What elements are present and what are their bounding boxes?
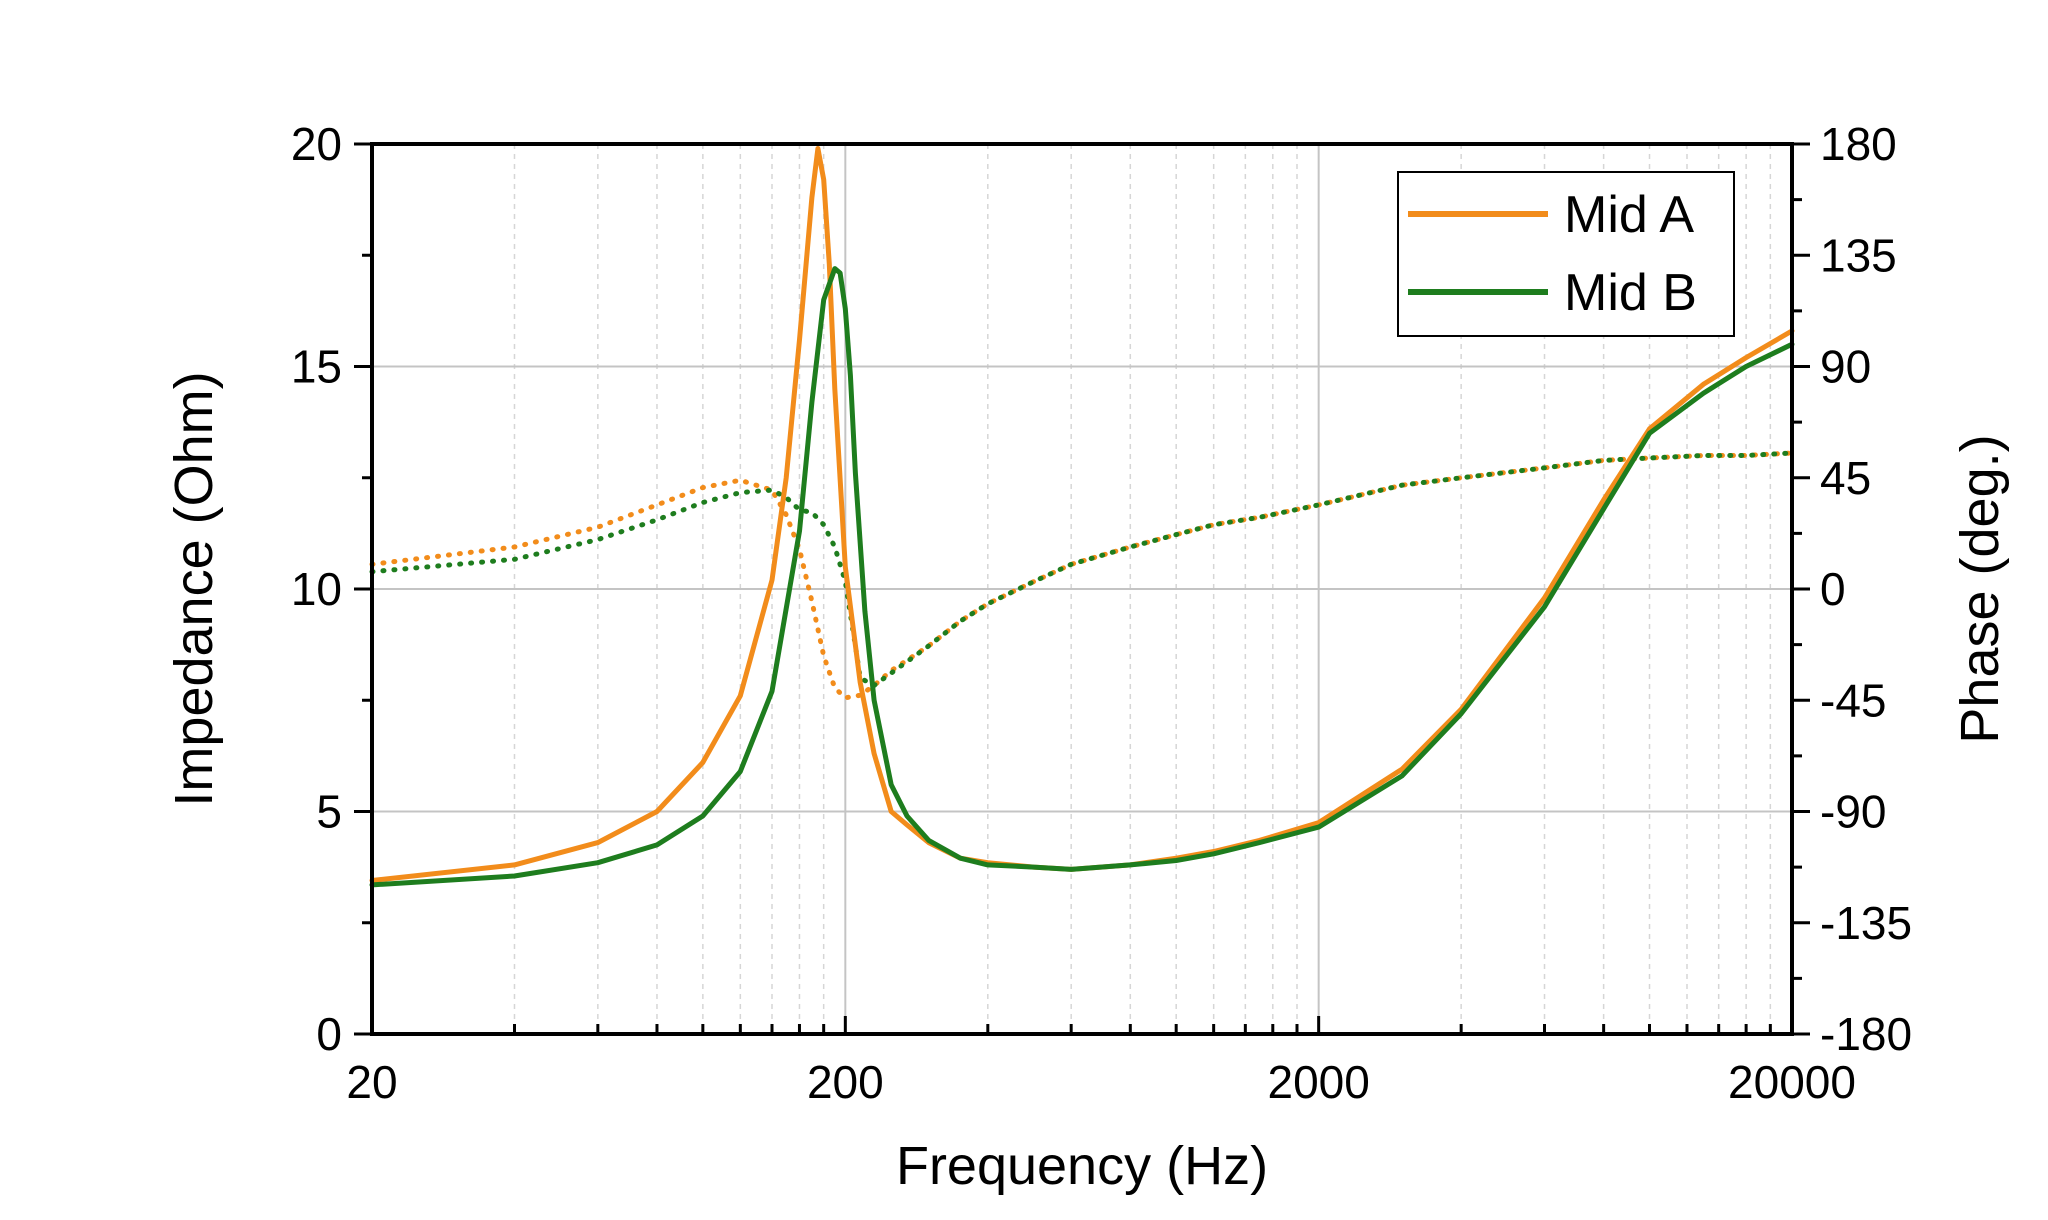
y-tick-label: 10 <box>291 563 342 615</box>
y2-tick-label: 90 <box>1820 341 1871 393</box>
axis-ticks <box>354 142 1810 1036</box>
y2-tick-label: -45 <box>1820 674 1886 726</box>
x-tick-label: 20000 <box>1728 1056 1856 1108</box>
y-tick-label: 0 <box>316 1008 342 1060</box>
x-tick-label: 2000 <box>1267 1056 1369 1108</box>
y2-tick-label: -90 <box>1820 786 1886 838</box>
x-tick-label: 200 <box>807 1056 884 1108</box>
tick-labels: 20 200 2000 20000 0 5 10 15 20 -180 -135 -90 -45 0 45 9… <box>291 118 1912 1108</box>
y-tick-label: 5 <box>316 786 342 838</box>
plot-lines <box>369 146 1795 888</box>
x-tick-label: 20 <box>346 1056 397 1108</box>
phase-line-mid-b <box>369 450 1795 688</box>
y2-tick-label: 135 <box>1820 229 1897 281</box>
y2-tick-label: 45 <box>1820 452 1871 504</box>
y2-tick-label: -180 <box>1820 1008 1912 1060</box>
y2-tick-label: 0 <box>1820 563 1846 615</box>
y2-axis-title: Phase (deg.) <box>1950 434 2010 743</box>
impedance-line-mid-b <box>369 266 1795 888</box>
y2-tick-label: 180 <box>1820 118 1897 170</box>
legend-label-mid-b: Mid B <box>1564 264 1697 322</box>
legend-box <box>1397 171 1735 337</box>
legend-label-mid-a: Mid A <box>1564 186 1694 244</box>
y-tick-label: 15 <box>291 341 342 393</box>
legend: Mid A Mid B <box>1397 171 1735 337</box>
impedance-line-mid-a <box>369 146 1795 883</box>
y-tick-label: 20 <box>291 118 342 170</box>
y2-tick-label: -135 <box>1820 897 1912 949</box>
x-axis-title: Frequency (Hz) <box>896 1136 1268 1196</box>
y-axis-title: Impedance (Ohm) <box>164 371 224 806</box>
